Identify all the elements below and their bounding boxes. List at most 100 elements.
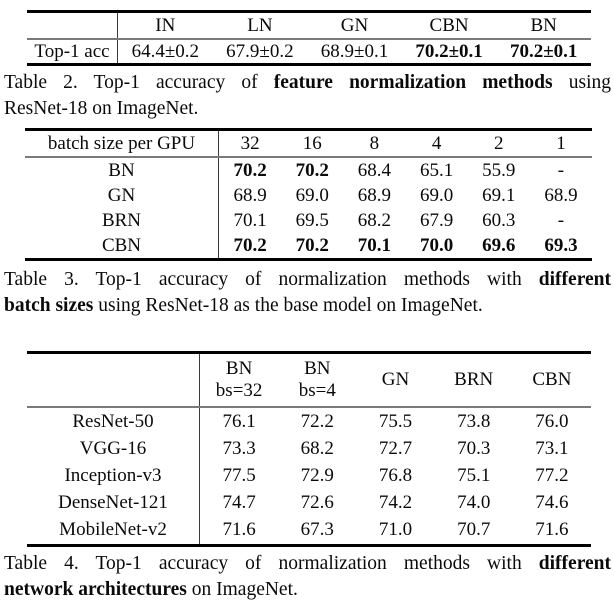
table-cell: 65.1 xyxy=(419,159,454,181)
table-cell: 71.6 xyxy=(222,519,256,541)
column-header-line: BN xyxy=(225,358,253,379)
table-cell: 69.6 xyxy=(482,234,516,256)
table-cell: 67.3 xyxy=(300,519,334,541)
caption-bold-text: batch sizes xyxy=(4,295,94,316)
caption-line: network architectures on ImageNet. xyxy=(4,577,611,600)
table-cell: 68.4 xyxy=(357,159,392,181)
table-row: VGG-16 73.3 68.2 72.7 70.3 73.1 xyxy=(27,435,591,463)
column-header-line: IN xyxy=(155,14,176,36)
table-row: BRN 70.1 69.5 68.2 67.9 60.3 - xyxy=(25,208,592,233)
table-4-caption: Table 4. Top-1 accuracy of normalization… xyxy=(4,551,611,600)
table-row: GN 68.9 69.0 68.9 69.0 69.1 68.9 xyxy=(25,183,592,208)
table-header-row: batch size per GPU 32 16 8 4 2 1 xyxy=(25,131,592,158)
table-cell: 73.8 xyxy=(457,410,491,432)
caption-line: Table 4. Top-1 accuracy of normalization… xyxy=(4,551,611,577)
table-cell: 71.6 xyxy=(535,519,569,541)
table-header-row: BN bs=32 BN bs=4 GN BRN CBN xyxy=(27,354,591,408)
column-header-line: 1 xyxy=(556,132,566,154)
table-cell: 69.0 xyxy=(295,184,329,206)
table-cell: 70.7 xyxy=(457,519,491,541)
table-row: Inception-v3 77.5 72.9 76.8 75.1 77.2 xyxy=(27,462,591,490)
column-header-line: BRN xyxy=(454,369,494,390)
row-label: VGG-16 xyxy=(27,435,200,463)
table-cell: 74.0 xyxy=(457,492,491,514)
table-cell: 77.2 xyxy=(535,464,569,486)
column-header: 2 xyxy=(468,131,530,156)
table-cell: 70.2 xyxy=(233,234,267,256)
table-cell: 55.9 xyxy=(482,159,516,181)
column-header-line: 16 xyxy=(302,132,322,154)
column-header-line: GN xyxy=(381,369,410,390)
table-batch-sizes: batch size per GPU 32 16 8 4 2 1 BN 70.2 70.2 68.4… xyxy=(25,128,592,261)
table-cell: 75.5 xyxy=(378,410,413,432)
column-header: IN xyxy=(118,13,213,38)
column-header-line: CBN xyxy=(532,369,572,390)
row-label: MobileNet-v2 xyxy=(27,516,200,544)
column-header: 16 xyxy=(281,131,343,156)
caption-line: Table 2. Top-1 accuracy of feature norma… xyxy=(4,70,611,96)
column-header: BRN xyxy=(435,354,513,406)
column-header: BN bs=4 xyxy=(278,354,356,406)
caption-line: batch sizes using ResNet-18 as the base … xyxy=(4,293,611,319)
table-cell: 75.1 xyxy=(457,464,491,486)
table-cell: 76.8 xyxy=(378,464,413,486)
caption-line: ResNet-18 on ImageNet. xyxy=(4,96,611,122)
column-header: 32 xyxy=(219,131,281,156)
table-cell: 69.1 xyxy=(482,184,516,206)
caption-text: ResNet-18 on ImageNet. xyxy=(4,98,199,119)
table-cell: 72.6 xyxy=(300,492,334,514)
column-header: GN xyxy=(356,354,434,406)
table-cell: 60.3 xyxy=(482,209,516,231)
column-header-line: BN xyxy=(530,14,557,36)
caption-line: Table 3. Top-1 accuracy of normalization… xyxy=(4,267,611,293)
table-cell: 74.7 xyxy=(222,492,256,514)
table-cell: 70.0 xyxy=(419,234,454,256)
table-cell: 64.4±0.2 xyxy=(131,40,200,62)
table-cell: 68.2 xyxy=(300,437,334,459)
column-header: LN xyxy=(213,13,308,38)
table-cell: 76.1 xyxy=(222,410,256,432)
column-header-line: bs=4 xyxy=(298,380,336,401)
row-label: Top-1 acc xyxy=(27,40,118,63)
table-cell: 70.3 xyxy=(457,437,491,459)
table-cell: 73.1 xyxy=(535,437,569,459)
table-cell: 70.2 xyxy=(233,159,267,181)
row-label: Inception-v3 xyxy=(27,462,200,490)
table-cell: 68.9±0.1 xyxy=(320,40,389,62)
caption-text: using xyxy=(552,72,612,93)
column-header-line: GN xyxy=(340,14,369,36)
table-cell: 68.9 xyxy=(233,184,267,206)
table-cell: 67.9±0.2 xyxy=(226,40,294,62)
caption-text: Table 2. Top-1 accuracy of xyxy=(4,72,274,93)
row-label: DenseNet-121 xyxy=(27,489,200,517)
column-header: CBN xyxy=(513,354,591,406)
caption-text: using ResNet-18 as the base model on Ima… xyxy=(93,295,483,316)
corner-header-cell: batch size per GPU xyxy=(25,131,219,156)
row-label: BN xyxy=(25,158,219,183)
table-cell: - xyxy=(557,209,565,231)
column-header-line: CBN xyxy=(429,14,469,36)
table-row: Top-1 acc 64.4±0.2 67.9±0.2 68.9±0.1 70.2±0.… xyxy=(27,40,591,63)
table-cell: - xyxy=(557,159,565,181)
caption-bold-text: network architectures xyxy=(4,579,187,600)
table-2-caption: Table 2. Top-1 accuracy of feature norma… xyxy=(4,70,611,122)
row-label: BRN xyxy=(25,208,219,233)
table-cell: 71.0 xyxy=(378,519,413,541)
table-row: CBN 70.2 70.2 70.1 70.0 69.6 69.3 xyxy=(25,233,592,258)
table-cell: 74.6 xyxy=(535,492,569,514)
column-header: BN xyxy=(496,13,591,38)
table-cell: 67.9 xyxy=(419,209,454,231)
table-feature-normalization: IN LN GN CBN BN Top-1 acc 64.4±0.2 67.9±0.2 68.9… xyxy=(27,10,591,66)
table-cell: 68.9 xyxy=(357,184,392,206)
empty-corner-cell xyxy=(27,13,118,38)
table-cell: 73.3 xyxy=(222,437,256,459)
row-label: CBN xyxy=(25,233,219,258)
table-row: ResNet-50 76.1 72.2 75.5 73.8 76.0 xyxy=(27,408,591,436)
table-cell: 70.2 xyxy=(295,234,329,256)
table-cell: 70.2 xyxy=(295,159,329,181)
caption-bold-text: different xyxy=(538,553,611,574)
caption-bold-text: different xyxy=(538,269,611,290)
table-cell: 76.0 xyxy=(535,410,569,432)
column-header-line: 2 xyxy=(494,132,504,154)
